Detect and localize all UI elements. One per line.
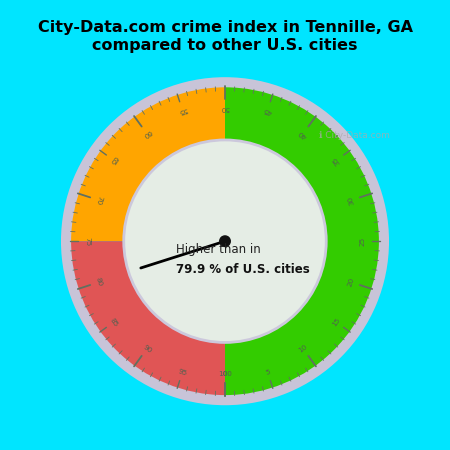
Text: Higher than in: Higher than in	[176, 243, 261, 256]
Wedge shape	[61, 77, 389, 405]
Text: 65: 65	[108, 155, 119, 166]
Text: 35: 35	[331, 155, 342, 166]
Wedge shape	[71, 241, 225, 395]
Text: 85: 85	[108, 317, 119, 328]
Circle shape	[220, 236, 230, 247]
Wedge shape	[71, 87, 225, 241]
Text: City-Data.com crime index in Tennille, GA
compared to other U.S. cities: City-Data.com crime index in Tennille, G…	[37, 20, 413, 53]
Text: 50: 50	[220, 105, 230, 111]
Text: 20: 20	[347, 277, 356, 288]
Text: 95: 95	[177, 368, 188, 377]
Text: 75: 75	[84, 237, 90, 246]
Text: 70: 70	[94, 195, 103, 206]
Text: 80: 80	[94, 277, 103, 288]
Text: 100: 100	[218, 371, 232, 377]
Text: 45: 45	[262, 106, 273, 114]
Text: 79.9 % of U.S. cities: 79.9 % of U.S. cities	[176, 263, 310, 276]
Text: ℹ City-Data.com: ℹ City-Data.com	[319, 131, 390, 140]
Text: 55: 55	[177, 106, 188, 114]
Text: 15: 15	[331, 317, 342, 328]
Text: 60: 60	[141, 129, 153, 139]
Text: 25: 25	[360, 237, 366, 246]
Text: 10: 10	[297, 343, 309, 354]
Circle shape	[124, 140, 326, 342]
Text: 5: 5	[265, 369, 271, 376]
Text: 40: 40	[297, 129, 309, 139]
Text: 90: 90	[141, 343, 153, 354]
Wedge shape	[225, 87, 379, 395]
Text: 0: 0	[223, 371, 227, 377]
Text: 30: 30	[347, 195, 356, 206]
